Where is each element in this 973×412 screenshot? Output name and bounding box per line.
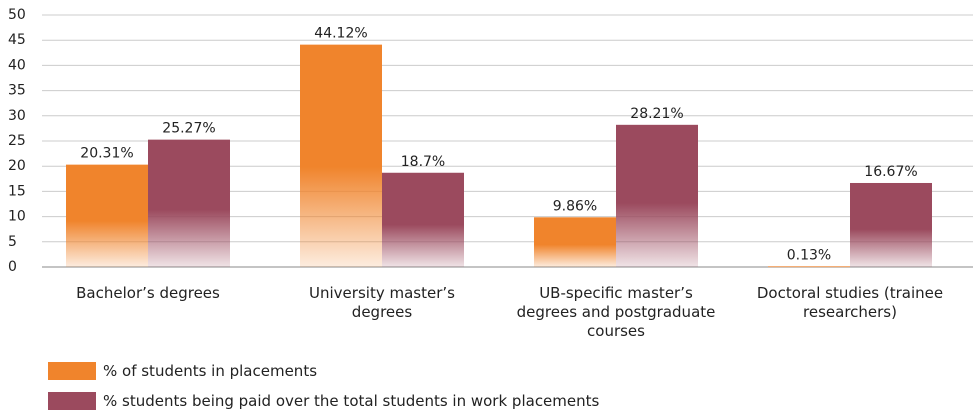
bar <box>534 217 616 267</box>
legend-label: % of students in placements <box>103 362 318 380</box>
bar <box>300 44 382 268</box>
y-tick-label: 25 <box>8 133 26 149</box>
y-tick-label: 45 <box>8 32 26 48</box>
bar <box>382 172 464 267</box>
bar <box>768 266 850 268</box>
y-tick-label: 15 <box>8 183 26 199</box>
y-tick-label: 30 <box>8 108 26 124</box>
x-tick-label: Bachelor’s degrees <box>76 284 220 302</box>
y-tick-label: 10 <box>8 209 26 225</box>
bar <box>616 124 698 268</box>
x-tick-label: Doctoral studies (trainee researchers) <box>756 284 944 321</box>
y-tick-label: 40 <box>8 57 26 73</box>
y-tick-label: 35 <box>8 83 26 99</box>
bar <box>66 164 148 267</box>
data-label: 18.7% <box>401 154 445 170</box>
data-label: 0.13% <box>787 247 831 263</box>
y-tick-label: 20 <box>8 158 26 174</box>
x-tick-label: University master’s degrees <box>309 284 455 321</box>
data-label: 20.31% <box>80 146 133 162</box>
data-label: 9.86% <box>553 198 597 214</box>
legend-label: % students being paid over the total stu… <box>103 392 600 410</box>
y-tick-label: 50 <box>8 7 26 23</box>
x-tick-label: UB-specific master’s degrees and postgra… <box>516 284 716 340</box>
y-tick-label: 5 <box>8 234 17 250</box>
data-label: 25.27% <box>162 121 215 137</box>
data-label: 44.12% <box>314 26 367 42</box>
data-label: 16.67% <box>864 164 917 180</box>
bar <box>148 139 230 267</box>
legend-swatch <box>48 362 96 380</box>
legend-swatch <box>48 392 96 410</box>
data-label: 28.21% <box>630 106 683 122</box>
bar <box>850 182 932 267</box>
y-tick-label: 0 <box>8 259 17 275</box>
